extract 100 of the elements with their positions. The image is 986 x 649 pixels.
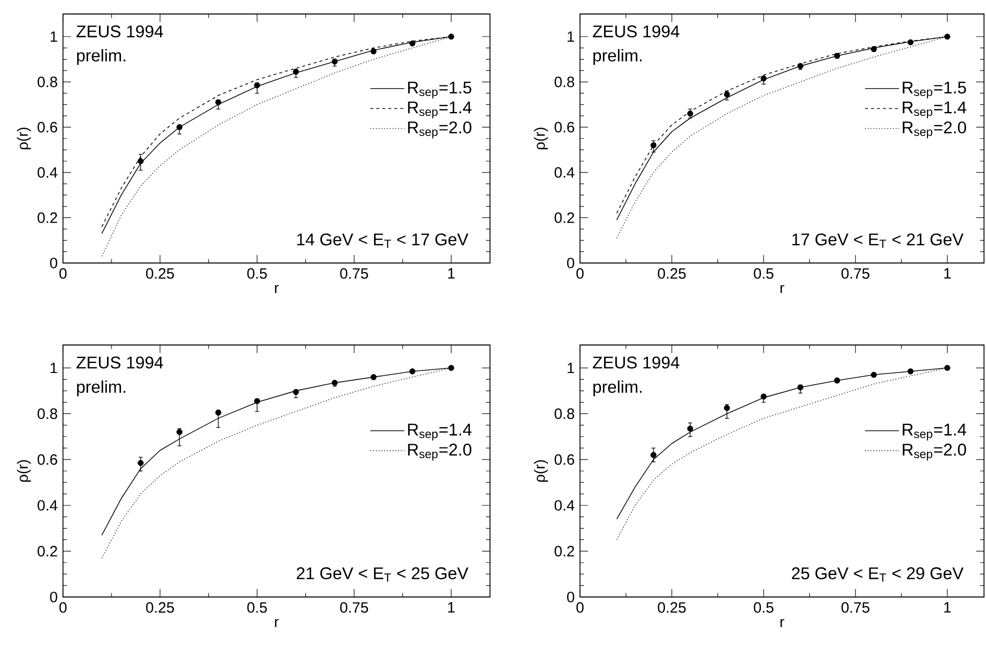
point xyxy=(215,410,222,416)
annotation: 21 GeV < E$_{T}$ < 25 GeV xyxy=(296,567,468,582)
y-tick-label: 0 xyxy=(567,592,574,602)
annotation: prelim. xyxy=(593,49,642,65)
y-tick-label: 0.2 xyxy=(554,546,574,556)
y-tick-label: 0.2 xyxy=(38,546,58,556)
y-tick-label: 0.8 xyxy=(554,76,574,88)
legend-label: R$_{sep}$=2.0 xyxy=(902,444,966,461)
point xyxy=(138,158,144,164)
point xyxy=(724,91,730,98)
point xyxy=(944,364,950,371)
annotation: ZEUS 1994 xyxy=(76,356,164,369)
y-tick-label: 0 xyxy=(567,258,574,268)
x-tick-label: 0.75 xyxy=(340,268,368,279)
x-tick-label: 1 xyxy=(448,602,455,612)
x-axis-title: r xyxy=(780,618,784,627)
point xyxy=(448,34,454,40)
point xyxy=(908,368,914,374)
point xyxy=(760,76,767,82)
point xyxy=(138,460,144,466)
y-tick-label: 1 xyxy=(50,362,58,374)
y-axis-title: ρ(r) xyxy=(534,128,548,150)
point xyxy=(650,142,656,148)
x-tick-label: 0.5 xyxy=(247,602,267,613)
y-tick-label: 0.6 xyxy=(38,454,58,465)
y-axis-title: ρ(r) xyxy=(16,460,31,482)
legend-label: R$_{sep}$=1.4 xyxy=(408,102,472,118)
point xyxy=(687,110,694,117)
x-tick-label: 0 xyxy=(576,268,584,279)
x-tick-label: 0.75 xyxy=(340,602,368,613)
point xyxy=(292,388,299,395)
x-tick-label: 0.75 xyxy=(842,268,870,279)
x-axis-title: r xyxy=(780,284,784,293)
x-tick-label: 0 xyxy=(576,602,584,613)
x-tick-label: 0.5 xyxy=(247,268,267,279)
legend-label: R$_{sep}$=1.5 xyxy=(408,82,472,98)
point xyxy=(870,372,877,378)
point xyxy=(176,124,182,130)
y-axis-title: ρ(r) xyxy=(16,128,31,150)
y-tick-label: 0.6 xyxy=(554,122,574,132)
point xyxy=(215,99,222,106)
x-tick-label: 0.25 xyxy=(146,268,174,279)
annotation: 14 GeV < E$_{T}$ < 17 GeV xyxy=(297,233,468,248)
legend-label: R$_{sep}$=2.0 xyxy=(408,444,472,461)
y-tick-label: 0.4 xyxy=(554,167,574,178)
x-tick-label: 1 xyxy=(448,268,455,278)
y-tick-label: 0.8 xyxy=(38,408,58,420)
x-tick-label: 0.5 xyxy=(754,268,774,279)
y-axis-title: ρ(r) xyxy=(534,460,548,482)
point xyxy=(292,68,299,75)
point xyxy=(908,39,914,46)
legend-label: R$_{sep}$=1.4 xyxy=(408,424,472,440)
point xyxy=(254,82,260,88)
x-tick-label: 0 xyxy=(59,602,67,613)
y-tick-label: 1 xyxy=(50,31,58,42)
point xyxy=(409,40,416,46)
y-tick-label: 0.2 xyxy=(38,212,58,224)
point xyxy=(650,452,656,458)
y-tick-label: 1 xyxy=(568,31,574,42)
annotation: ZEUS 1994 xyxy=(76,25,164,38)
point xyxy=(944,34,950,40)
y-tick-label: 0 xyxy=(50,592,58,602)
y-tick-label: 0.6 xyxy=(554,454,574,465)
annotation: 17 GeV < E$_{T}$ < 21 GeV xyxy=(792,233,964,248)
y-tick-label: 0.8 xyxy=(38,76,58,88)
x-axis-title: r xyxy=(275,284,279,293)
annotation: prelim. xyxy=(77,49,126,65)
y-tick-label: 1 xyxy=(568,362,574,374)
x-tick-label: 0.75 xyxy=(842,602,870,613)
legend-label: R$_{sep}$=2.0 xyxy=(408,121,472,138)
y-tick-label: 0.4 xyxy=(38,500,58,511)
point xyxy=(797,384,804,390)
annotation: prelim. xyxy=(77,380,126,396)
legend-label: R$_{sep}$=1.4 xyxy=(902,424,966,440)
y-tick-label: 0.2 xyxy=(554,212,574,224)
x-tick-label: 0.25 xyxy=(658,268,686,279)
annotation: 25 GeV < E$_{T}$ < 29 GeV xyxy=(792,567,964,582)
point xyxy=(370,374,377,380)
point xyxy=(760,394,767,400)
point xyxy=(687,426,694,432)
x-tick-label: 0 xyxy=(59,268,67,279)
x-tick-label: 1 xyxy=(944,268,951,278)
annotation: prelim. xyxy=(593,380,642,396)
y-tick-label: 0.8 xyxy=(554,408,574,420)
y-tick-label: 0.6 xyxy=(38,122,58,132)
x-tick-label: 0.5 xyxy=(754,602,774,613)
y-tick-label: 0.4 xyxy=(554,500,574,511)
point xyxy=(254,398,260,404)
y-tick-label: 0.4 xyxy=(38,167,58,178)
x-tick-label: 0.25 xyxy=(658,602,686,613)
y-tick-label: 0 xyxy=(50,258,58,268)
x-tick-label: 1 xyxy=(944,602,951,612)
x-axis-title: r xyxy=(275,618,279,627)
legend-label: R$_{sep}$=2.0 xyxy=(902,121,966,138)
legend-label: R$_{sep}$=1.4 xyxy=(902,102,966,118)
point xyxy=(332,380,338,386)
point xyxy=(409,368,416,374)
x-tick-label: 0.25 xyxy=(146,602,174,613)
legend-label: R$_{sep}$=1.5 xyxy=(902,82,966,98)
annotation: ZEUS 1994 xyxy=(592,356,680,369)
